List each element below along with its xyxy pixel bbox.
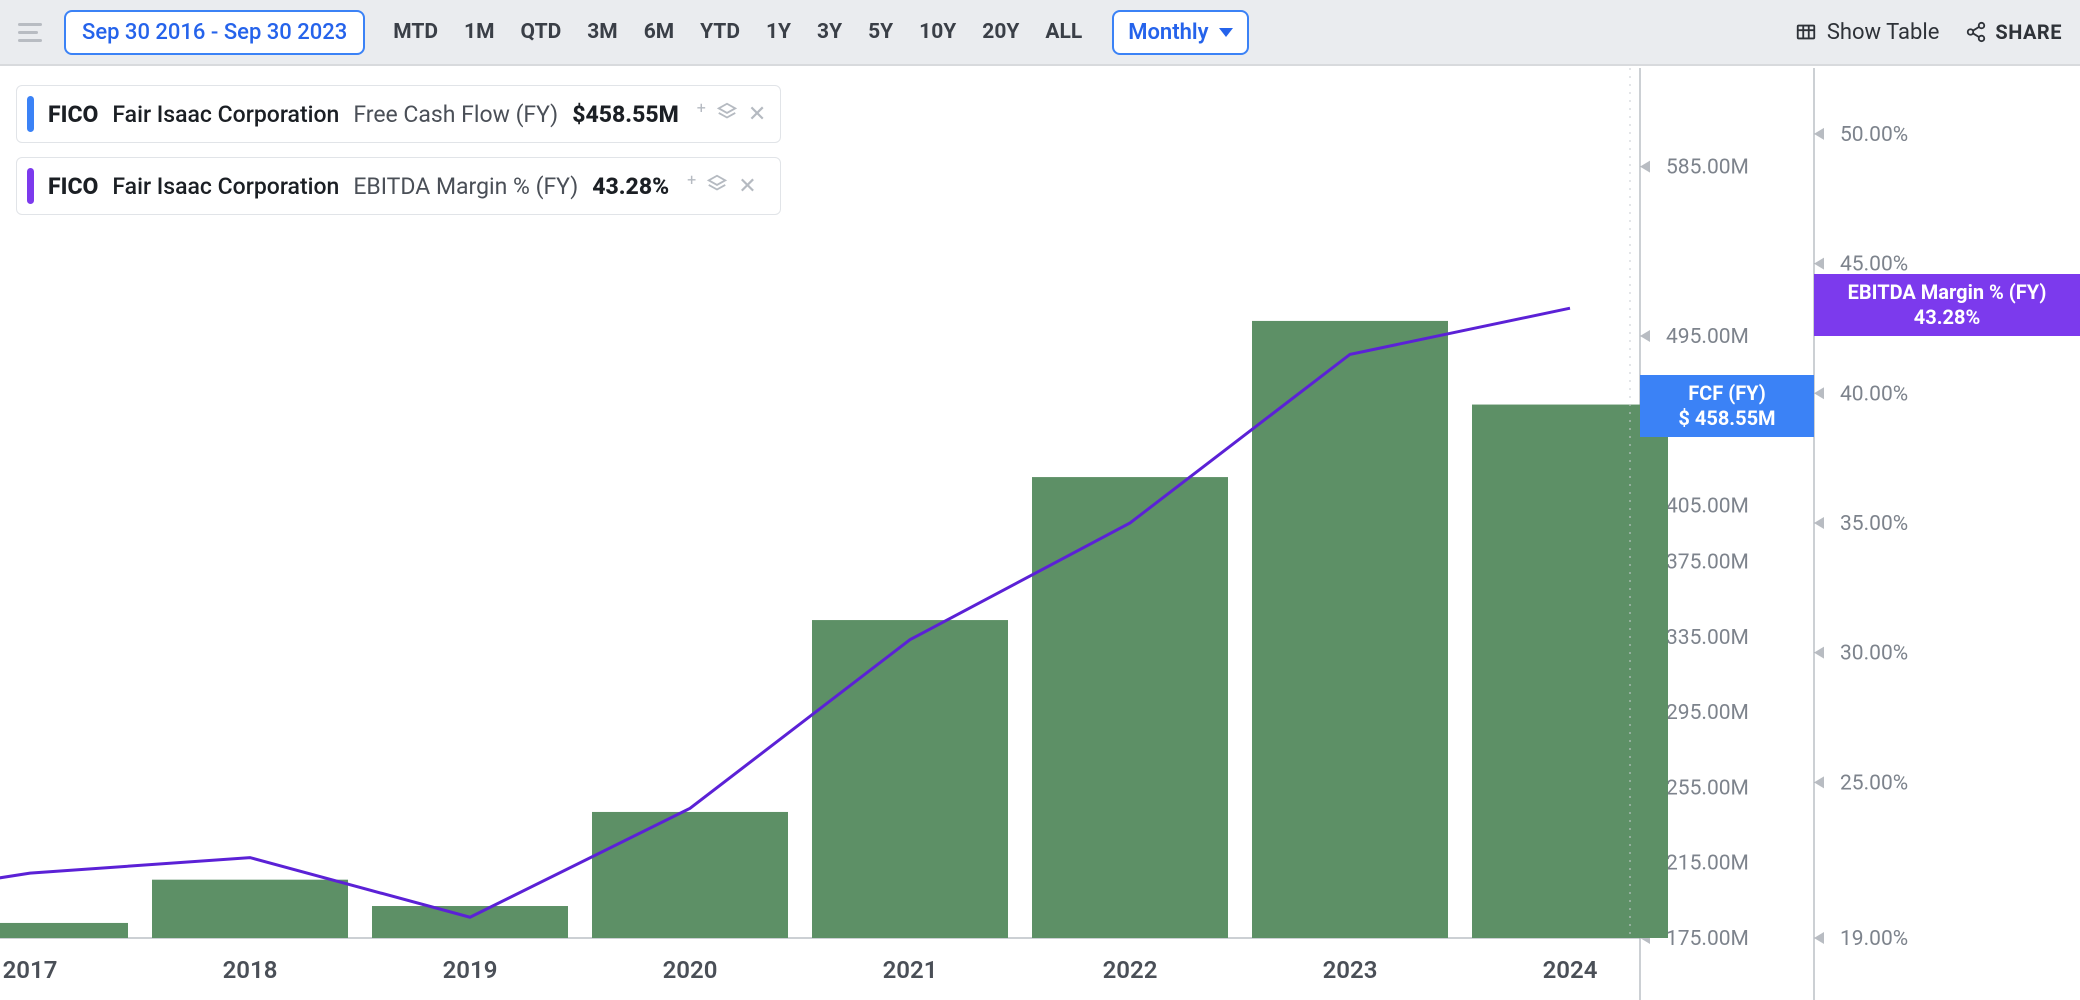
ebitda-callout: EBITDA Margin % (FY) 43.28%	[1814, 274, 2080, 336]
svg-text:405.00M: 405.00M	[1666, 494, 1749, 518]
close-icon[interactable]: ✕	[748, 102, 766, 127]
svg-text:585.00M: 585.00M	[1666, 156, 1749, 180]
plus-icon[interactable]: +	[687, 170, 696, 189]
layers-icon[interactable]	[716, 101, 738, 127]
legend-actions: + ✕	[699, 98, 767, 131]
share-button[interactable]: SHARE	[1965, 20, 2062, 44]
bar-2017[interactable]	[0, 923, 128, 938]
range-5y[interactable]: 5Y	[856, 14, 905, 50]
svg-text:25.00%: 25.00%	[1840, 771, 1908, 795]
svg-text:215.00M: 215.00M	[1666, 852, 1749, 876]
layers-icon[interactable]	[706, 173, 728, 199]
bar-2019[interactable]	[372, 906, 568, 938]
table-icon	[1795, 21, 1817, 43]
bar-2024[interactable]	[1472, 405, 1668, 938]
legend-stripe-icon	[27, 96, 34, 132]
legend-company-name: Fair Isaac Corporation	[112, 173, 339, 200]
legend-ticker: FICO	[48, 101, 98, 128]
svg-text:335.00M: 335.00M	[1666, 626, 1749, 650]
bar-2022[interactable]	[1032, 477, 1228, 938]
svg-text:2023: 2023	[1323, 956, 1378, 984]
legend-actions: + ✕	[689, 170, 757, 203]
range-1m[interactable]: 1M	[452, 14, 506, 50]
range-6m[interactable]: 6M	[632, 14, 686, 50]
fcf-callout-value: $ 458.55M	[1650, 406, 1804, 431]
svg-text:2018: 2018	[223, 956, 278, 984]
svg-text:175.00M: 175.00M	[1666, 927, 1749, 951]
legend-value: 43.28%	[592, 173, 669, 200]
date-range-button[interactable]: Sep 30 2016 - Sep 30 2023	[64, 10, 365, 55]
range-1y[interactable]: 1Y	[754, 14, 803, 50]
frequency-label: Monthly	[1128, 20, 1208, 45]
bar-2021[interactable]	[812, 620, 1008, 938]
svg-text:35.00%: 35.00%	[1840, 512, 1908, 536]
legend-ticker: FICO	[48, 173, 98, 200]
bar-2020[interactable]	[592, 812, 788, 938]
close-icon[interactable]: ✕	[738, 174, 756, 199]
fcf-callout-title: FCF (FY)	[1650, 381, 1804, 406]
legend-item-1[interactable]: FICO Fair Isaac Corporation EBITDA Margi…	[16, 157, 781, 215]
svg-text:295.00M: 295.00M	[1666, 701, 1749, 725]
legend-company-name: Fair Isaac Corporation	[112, 101, 339, 128]
svg-text:2024: 2024	[1543, 956, 1598, 984]
svg-text:40.00%: 40.00%	[1840, 382, 1908, 406]
svg-text:50.00%: 50.00%	[1840, 123, 1908, 147]
ebitda-callout-value: 43.28%	[1824, 305, 2070, 330]
svg-text:2022: 2022	[1103, 956, 1158, 984]
svg-text:375.00M: 375.00M	[1666, 551, 1749, 575]
frequency-dropdown[interactable]: Monthly	[1112, 10, 1248, 55]
range-3m[interactable]: 3M	[575, 14, 629, 50]
svg-text:255.00M: 255.00M	[1666, 776, 1749, 800]
show-table-button[interactable]: Show Table	[1795, 20, 1940, 45]
svg-text:30.00%: 30.00%	[1840, 642, 1908, 666]
legend: FICO Fair Isaac Corporation Free Cash Fl…	[16, 85, 781, 215]
legend-value: $458.55M	[572, 101, 679, 128]
svg-text:2020: 2020	[663, 956, 718, 984]
chevron-down-icon	[1219, 28, 1233, 37]
show-table-label: Show Table	[1827, 20, 1940, 45]
range-preset-group: MTD1MQTD3M6MYTD1Y3Y5Y10Y20YALL	[381, 14, 1094, 50]
legend-metric: EBITDA Margin % (FY)	[353, 173, 578, 200]
svg-text:495.00M: 495.00M	[1666, 325, 1749, 349]
fcf-callout: FCF (FY) $ 458.55M	[1640, 375, 1814, 437]
svg-text:2019: 2019	[443, 956, 498, 984]
svg-text:45.00%: 45.00%	[1840, 253, 1908, 277]
share-icon	[1965, 21, 1987, 43]
legend-stripe-icon	[27, 168, 34, 204]
share-label: SHARE	[1995, 20, 2062, 44]
legend-item-0[interactable]: FICO Fair Isaac Corporation Free Cash Fl…	[16, 85, 781, 143]
range-ytd[interactable]: YTD	[688, 14, 752, 50]
range-all[interactable]: ALL	[1033, 14, 1094, 50]
svg-text:2021: 2021	[883, 956, 938, 984]
svg-text:19.00%: 19.00%	[1840, 927, 1908, 951]
toolbar: Sep 30 2016 - Sep 30 2023 MTD1MQTD3M6MYT…	[0, 0, 2080, 66]
bar-2018[interactable]	[152, 880, 348, 938]
legend-metric: Free Cash Flow (FY)	[353, 101, 558, 128]
range-10y[interactable]: 10Y	[907, 14, 968, 50]
bar-2023[interactable]	[1252, 321, 1448, 938]
range-20y[interactable]: 20Y	[970, 14, 1031, 50]
range-mtd[interactable]: MTD	[381, 14, 450, 50]
range-3y[interactable]: 3Y	[805, 14, 854, 50]
plus-icon[interactable]: +	[697, 98, 706, 117]
menu-icon[interactable]	[18, 18, 46, 46]
ebitda-callout-title: EBITDA Margin % (FY)	[1824, 280, 2070, 305]
svg-text:2017: 2017	[3, 956, 58, 984]
range-qtd[interactable]: QTD	[508, 14, 573, 50]
